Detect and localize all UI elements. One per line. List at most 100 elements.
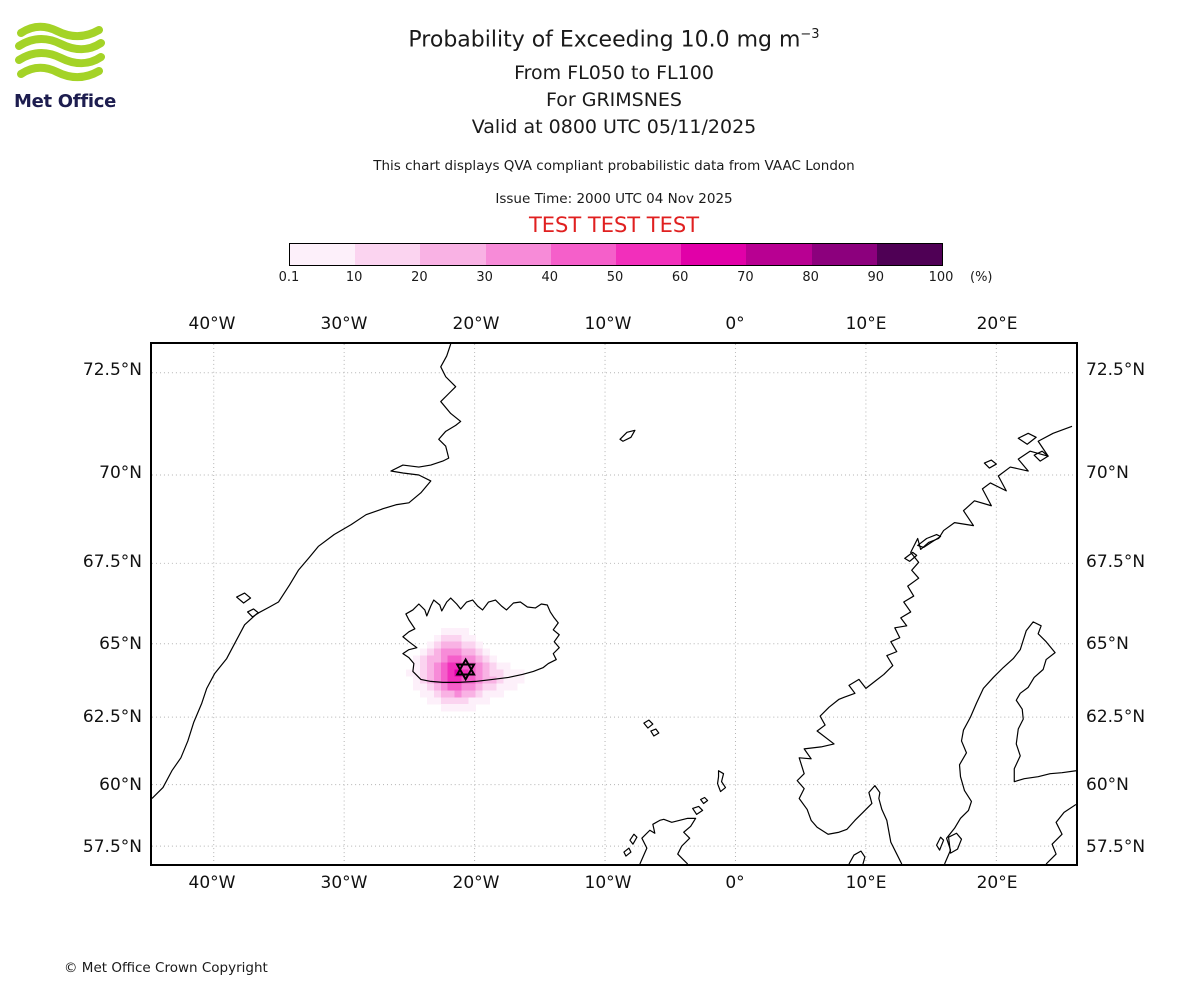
lat-label-left: 72.5°N	[82, 360, 142, 380]
lon-label-bottom: 10°W	[584, 873, 632, 893]
colorbar	[289, 243, 943, 266]
plume-cell	[489, 655, 497, 663]
volcano-marker	[455, 657, 476, 682]
plume-cell	[461, 704, 469, 712]
lat-label-right: 67.5°N	[1086, 552, 1146, 572]
colorbar-tick-label: 60	[671, 270, 689, 285]
plume-cell	[447, 634, 455, 643]
lat-label-right: 62.5°N	[1086, 707, 1146, 727]
plume-cell	[433, 683, 442, 691]
plume-cell	[475, 690, 483, 698]
lat-label-right: 65°N	[1086, 634, 1129, 654]
lat-label-left: 62.5°N	[82, 707, 142, 727]
plume-cell	[475, 655, 483, 663]
plume-cell	[440, 683, 449, 691]
issue-time: Issue Time: 2000 UTC 04 Nov 2025	[495, 191, 733, 207]
lat-label-right: 57.5°N	[1086, 837, 1146, 857]
plume-cell	[496, 669, 504, 677]
plume-cell	[426, 655, 435, 663]
plume-cell	[454, 683, 462, 691]
lon-label-top: 10°E	[845, 314, 887, 334]
colorbar-segment	[420, 244, 486, 265]
plume-cell	[440, 669, 449, 677]
coastline-norway-islands	[983, 432, 1049, 469]
plume-cell	[440, 641, 449, 649]
plume-cell	[489, 676, 497, 684]
colorbar-segment	[290, 244, 356, 265]
plume-cell	[426, 676, 435, 684]
plume-cell	[419, 683, 428, 691]
plume-cell	[517, 669, 525, 677]
plume-cell	[454, 690, 462, 698]
plume-cell	[426, 662, 435, 670]
plume-cell	[454, 704, 462, 712]
plume-cell	[447, 690, 455, 698]
plume-cell	[503, 662, 511, 670]
plume-cell	[482, 655, 490, 663]
plume-cell	[426, 641, 435, 649]
plume-cell	[426, 669, 435, 677]
plume-cell	[461, 683, 469, 691]
chart-title: Probability of Exceeding 10.0 mg m−3	[150, 27, 1078, 52]
plume-cell	[510, 669, 518, 677]
plume-cell	[503, 676, 511, 684]
coastline-norway	[796, 425, 1073, 864]
plume-cell	[461, 690, 469, 698]
plume-cell	[440, 634, 449, 643]
plume-cell	[447, 697, 455, 705]
plume-cell	[482, 683, 490, 691]
met-office-logo-icon	[15, 22, 105, 82]
colorbar-tick-label: 90	[867, 270, 885, 285]
plume-cell	[468, 704, 476, 712]
plume-cell	[440, 704, 449, 712]
plume-cell	[426, 697, 435, 705]
colorbar-segment	[746, 244, 812, 265]
plume-cell	[475, 662, 483, 670]
plume-cell	[510, 683, 518, 691]
coastline-greenland-islands	[236, 592, 260, 618]
plume-cell	[461, 662, 469, 670]
graticule	[152, 344, 1076, 864]
plume-cell	[433, 676, 442, 684]
colorbar-tick-label: 10	[345, 270, 363, 285]
copyright: © Met Office Crown Copyright	[64, 960, 268, 976]
lon-label-bottom: 40°W	[188, 873, 236, 893]
lon-label-bottom: 0°	[725, 873, 745, 893]
plume-cell	[454, 697, 462, 705]
plume-cell	[461, 669, 469, 677]
coastline-gotland-oland	[936, 832, 963, 854]
plume-cell	[517, 676, 525, 684]
plume-cell	[433, 697, 442, 705]
lon-label-top: 20°W	[452, 314, 500, 334]
coastline-greenland	[152, 344, 462, 799]
plume-cell	[405, 669, 414, 677]
plume-cell	[482, 690, 490, 698]
plume-cell	[440, 627, 449, 636]
lat-label-left: 70°N	[99, 463, 142, 483]
lat-label-left: 65°N	[99, 634, 142, 654]
chart-title-text: Probability of Exceeding 10.0 mg m	[408, 27, 801, 53]
coastline-shetland	[716, 770, 727, 793]
colorbar-segment	[355, 244, 421, 265]
plume-cell	[440, 648, 449, 656]
plume-cell	[412, 669, 421, 677]
plume-cell	[454, 648, 462, 656]
plume-cell	[419, 662, 428, 670]
plume-cell	[419, 648, 428, 656]
plume-cell	[468, 683, 476, 691]
plume-cell	[475, 676, 483, 684]
plume-cell	[426, 648, 435, 656]
plume-cell	[447, 676, 455, 684]
coastlines	[152, 344, 1076, 864]
coastline-baltic-southeast	[1045, 803, 1076, 864]
colorbar-segment	[485, 244, 551, 265]
plume-cell	[475, 648, 483, 656]
plume-cell	[468, 690, 476, 698]
plume-cell	[468, 676, 476, 684]
plume-cell	[461, 627, 469, 636]
lon-label-top: 0°	[725, 314, 745, 334]
colorbar-segment	[876, 244, 943, 265]
coastline-hebrides	[623, 833, 638, 857]
plume-cell	[496, 662, 504, 670]
